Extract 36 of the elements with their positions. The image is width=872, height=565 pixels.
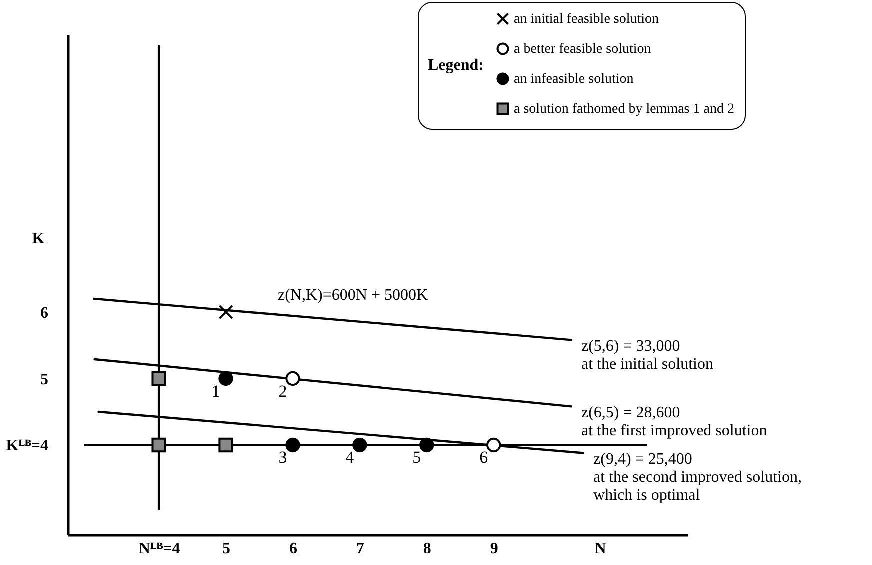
legend-label: a better feasible solution bbox=[514, 42, 652, 57]
point bbox=[218, 371, 234, 386]
annotation: 2 bbox=[278, 382, 288, 401]
x-tick-label: 5 bbox=[222, 540, 231, 558]
x-tick-label: 8 bbox=[423, 540, 432, 558]
point bbox=[152, 371, 166, 386]
annotation: 5 bbox=[412, 448, 422, 468]
legend-label: a solution fathomed by lemmas 1 and 2 bbox=[514, 102, 734, 117]
point bbox=[352, 438, 368, 453]
legend-label: an initial feasible solution bbox=[514, 12, 660, 27]
point bbox=[286, 371, 300, 386]
annotation: z(9,4) = 25,400 at the second improved solution, which is optimal bbox=[594, 451, 802, 504]
y-tick-label: 5 bbox=[40, 371, 48, 388]
annotation: 6 bbox=[480, 448, 488, 468]
x-tick-label: 9 bbox=[490, 540, 498, 558]
x-tick-label: 7 bbox=[356, 540, 364, 558]
annotation: 3 bbox=[278, 448, 288, 468]
point bbox=[218, 304, 234, 320]
y-tick-label: Kᴸᴮ=4 bbox=[6, 438, 48, 455]
annotation: z(6,5) = 28,600 at the first improved solution bbox=[582, 404, 768, 440]
point bbox=[486, 438, 502, 453]
annotation: 1 bbox=[212, 382, 220, 401]
annotation: z(N,K)=600N + 5000K bbox=[278, 287, 428, 304]
x-axis-title: N bbox=[594, 540, 607, 558]
y-tick-label: 6 bbox=[40, 304, 48, 322]
legend-label: an infeasible solution bbox=[514, 72, 634, 87]
legend-title: Legend: bbox=[428, 57, 484, 74]
point bbox=[152, 438, 166, 453]
annotation: 4 bbox=[346, 448, 355, 468]
x-tick-label: Nᴸᴮ=4 bbox=[138, 540, 180, 558]
y-axis-title: K bbox=[32, 230, 46, 248]
x-tick-label: 6 bbox=[289, 540, 298, 558]
point bbox=[286, 438, 300, 453]
point bbox=[218, 438, 234, 453]
point bbox=[420, 438, 434, 453]
annotation: z(5,6) = 33,000 at the initial solution bbox=[582, 338, 714, 374]
